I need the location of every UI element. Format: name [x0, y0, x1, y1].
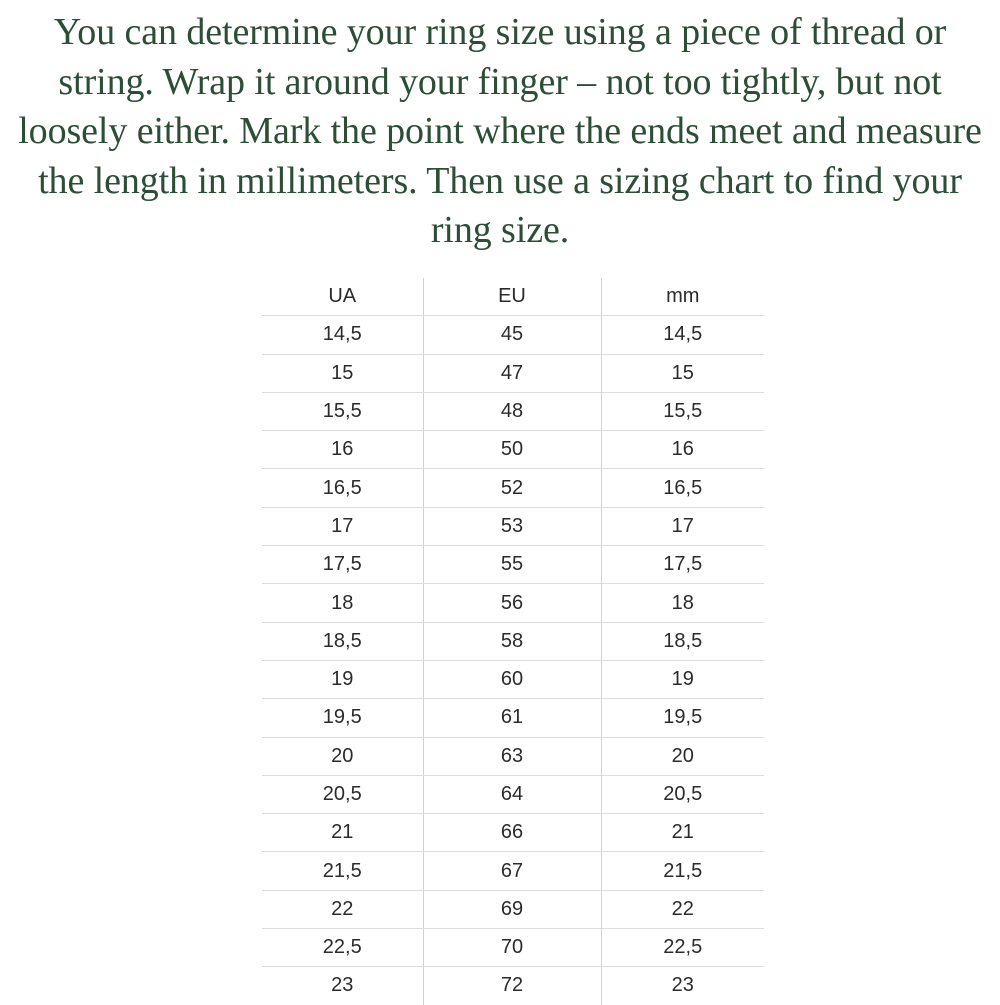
cell-mm: 22: [601, 890, 764, 930]
cell-mm: 18: [601, 583, 764, 623]
table-row: 18,5 58 18,5: [262, 622, 764, 661]
table-row: 15 47 15: [262, 354, 764, 393]
cell-mm: 19,5: [601, 698, 764, 738]
table-body: 14,5 45 14,5 15 47 15 15,5 48 15,5 16 50 16 16,5 52 16…: [262, 315, 764, 1005]
cell-eu: 56: [423, 583, 602, 623]
cell-eu: 67: [423, 851, 602, 891]
cell-ua: 17: [262, 507, 424, 547]
cell-eu: 50: [423, 430, 602, 470]
column-header-ua: UA: [262, 278, 424, 317]
column-header-mm: mm: [601, 278, 764, 317]
cell-ua: 17,5: [262, 545, 424, 585]
table-row: 21,5 67 21,5: [262, 851, 764, 891]
cell-eu: 69: [423, 890, 602, 930]
cell-ua: 19: [262, 660, 424, 700]
cell-eu: 66: [423, 813, 602, 853]
table-row: 19 60 19: [262, 660, 764, 700]
cell-mm: 14,5: [601, 315, 764, 355]
table-row: 21 66 21: [262, 813, 764, 853]
cell-mm: 20: [601, 737, 764, 776]
table-row: 16 50 16: [262, 430, 764, 470]
cell-ua: 18,5: [262, 622, 424, 661]
table-row: 22 69 22: [262, 890, 764, 930]
table-row: 17,5 55 17,5: [262, 545, 764, 585]
cell-mm: 18,5: [601, 622, 764, 661]
table-row: 23 72 23: [262, 966, 764, 1005]
cell-mm: 15: [601, 354, 764, 393]
cell-mm: 21: [601, 813, 764, 853]
cell-mm: 16: [601, 430, 764, 470]
cell-mm: 21,5: [601, 851, 764, 891]
cell-mm: 23: [671, 974, 694, 997]
table-row: 16,5 52 16,5: [262, 468, 764, 508]
cell-ua: 18: [262, 583, 424, 623]
cell-mm: 16,5: [601, 468, 764, 508]
cell-eu: 64: [423, 775, 602, 815]
cell-mm: 20,5: [601, 775, 764, 815]
cell-mm: 22,5: [601, 928, 764, 968]
cell-ua: 16: [262, 430, 424, 470]
cell-eu: 58: [423, 622, 602, 661]
cell-ua: 20,5: [262, 775, 424, 815]
ring-size-chart: UA EU mm 14,5 45 14,5 15 47 15 15,5 48 15,5 16 50 1…: [262, 278, 764, 1005]
table-header: UA EU mm: [262, 278, 764, 317]
cell-eu: 60: [423, 660, 602, 700]
cell-eu: 72: [423, 966, 602, 1005]
cell-ua: 21: [262, 813, 424, 853]
cell-eu: 55: [423, 545, 602, 585]
table-row: 22,5 70 22,5: [262, 928, 764, 968]
table-row: 14,5 45 14,5: [262, 315, 764, 355]
table-header-row: UA EU mm: [262, 278, 764, 317]
cell-ua: 16,5: [262, 468, 424, 508]
cell-ua: 14,5: [262, 315, 424, 355]
table-row: 15,5 48 15,5: [262, 392, 764, 432]
size-conversion-table: UA EU mm 14,5 45 14,5 15 47 15 15,5 48 15,5 16 50 1…: [262, 278, 764, 1005]
intro-paragraph: You can determine your ring size using a…: [18, 11, 982, 251]
cell-ua: 15,5: [262, 392, 424, 432]
table-row: 20 63 20: [262, 737, 764, 776]
cell-ua: 22,5: [262, 928, 424, 968]
cell-mm: 15,5: [601, 392, 764, 432]
cell-ua: 23: [262, 966, 424, 1005]
cell-eu: 52: [423, 468, 602, 508]
cell-ua: 22: [262, 890, 424, 930]
cell-mm: 17,5: [601, 545, 764, 585]
table-row: 18 56 18: [262, 583, 764, 623]
cell-mm: 19: [601, 660, 764, 700]
cell-ua: 19,5: [262, 698, 424, 738]
table-row: 19,5 61 19,5: [262, 698, 764, 738]
cell-eu: 48: [423, 392, 602, 432]
cell-eu: 61: [423, 698, 602, 738]
column-header-eu: EU: [423, 278, 602, 317]
cell-eu: 63: [423, 737, 602, 776]
cell-ua: 21,5: [262, 851, 424, 891]
cell-eu: 53: [423, 507, 602, 547]
cell-mm: 17: [601, 507, 764, 547]
table-row: 17 53 17: [262, 507, 764, 547]
intro-instructions: You can determine your ring size using a…: [0, 8, 1000, 256]
table-row: 20,5 64 20,5: [262, 775, 764, 815]
cell-eu: 45: [423, 315, 602, 355]
cell-eu: 70: [423, 928, 602, 968]
cell-eu: 47: [423, 354, 602, 393]
cell-ua: 20: [262, 737, 424, 776]
cell-ua: 15: [262, 354, 424, 393]
